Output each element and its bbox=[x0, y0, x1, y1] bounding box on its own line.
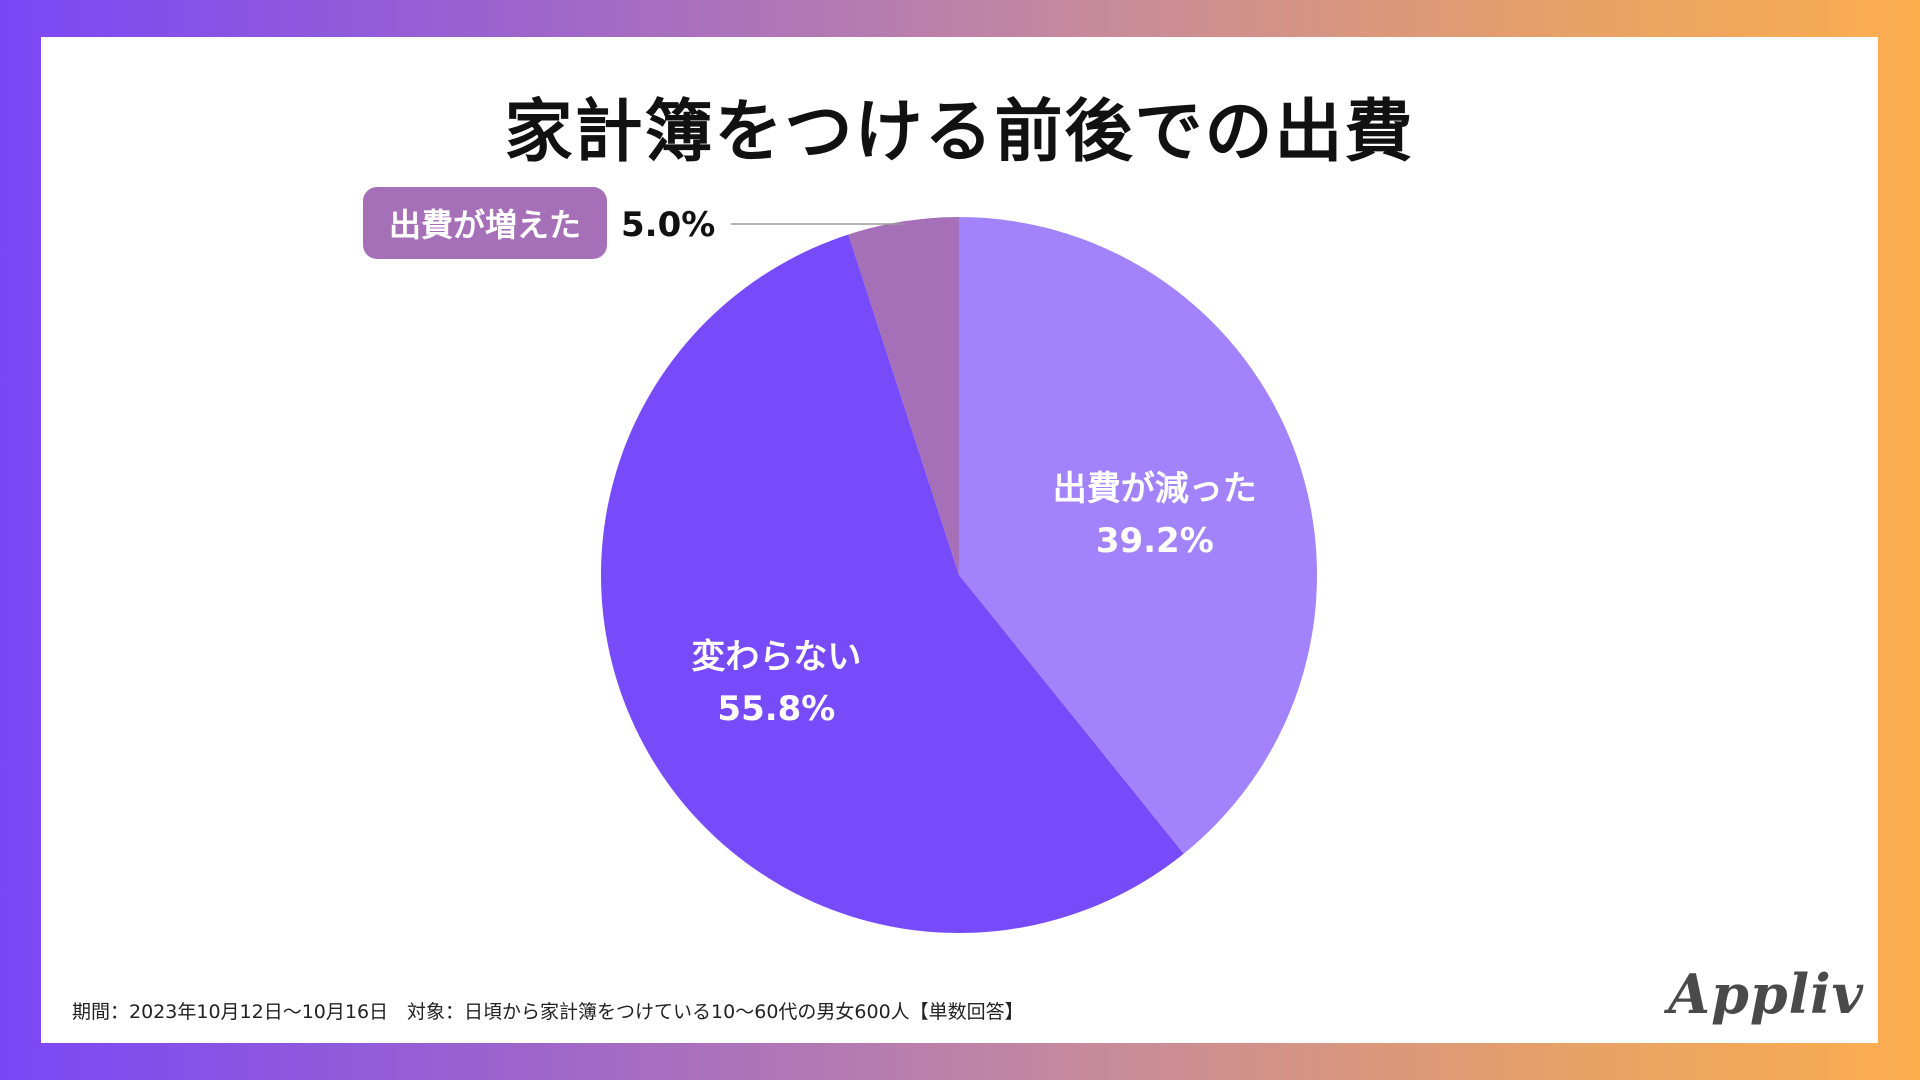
pie-slice-3 bbox=[848, 217, 959, 575]
chart-title: 家計簿をつける前後での出費 bbox=[504, 93, 1415, 172]
pie-slice-2 bbox=[600, 234, 1184, 934]
slice-3-label: 出費が増えた bbox=[389, 206, 581, 244]
pie-chart: 出費が減った 39.2% 変わらない 55.8% 5.0% 出費が増えた bbox=[363, 187, 1317, 934]
survey-footnote: 期間：2023年10月12日〜10月16日 対象：日頃から家計簿をつけている10… bbox=[72, 1001, 1024, 1023]
slice-1-label: 出費が減った bbox=[1053, 469, 1257, 509]
chart-card: 家計簿をつける前後での出費 出費が減った 39.2% 変わらない 55.8% 5.0% 出… bbox=[41, 37, 1878, 1043]
slice-2-value: 55.8% bbox=[717, 689, 835, 729]
slice-1-value: 39.2% bbox=[1096, 521, 1214, 561]
pie-slice-1 bbox=[959, 217, 1317, 854]
slice-3-value: 5.0% bbox=[621, 205, 715, 245]
slice-2-label: 変わらない bbox=[691, 637, 861, 677]
slice-3-label-box bbox=[363, 187, 607, 259]
appliv-logo: Appliv bbox=[1668, 962, 1864, 1026]
